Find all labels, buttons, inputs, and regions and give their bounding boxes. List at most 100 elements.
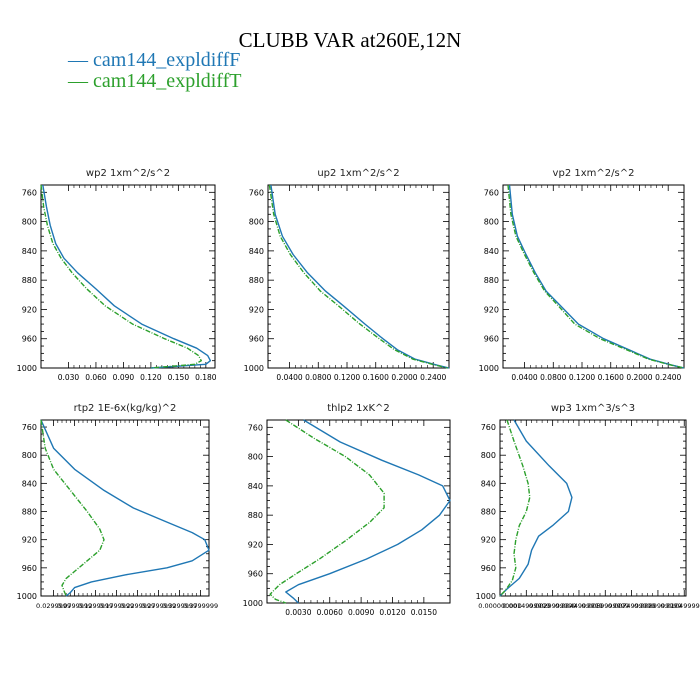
y-tick-label: 760 xyxy=(484,188,499,197)
panel-title: thlp2 1xK^2 xyxy=(327,403,390,414)
y-tick-label: 880 xyxy=(248,511,263,520)
y-tick-label: 960 xyxy=(481,564,496,573)
y-tick-label: 760 xyxy=(249,188,264,197)
y-tick-label: 800 xyxy=(22,218,37,227)
series-line-expldiffF xyxy=(285,419,451,604)
y-tick-label: 880 xyxy=(484,276,499,285)
x-tick-label: 0.2799999 xyxy=(141,602,176,610)
x-tick-label: 0.0044999999 xyxy=(555,602,603,610)
panel-6: wp3 1xm^3/s^3 760 800 840 880 920 960 10000.000… xyxy=(476,403,700,610)
y-tick-label: 880 xyxy=(22,276,37,285)
y-tick-label: 800 xyxy=(481,451,496,460)
series-line-expldiffF xyxy=(42,184,212,369)
series-line-expldiffF xyxy=(508,184,685,369)
y-tick-label: 760 xyxy=(248,423,263,432)
x-tick-label: 0.0074999999 xyxy=(608,602,656,610)
x-tick-label: 0.030 xyxy=(58,373,80,382)
series-line-expldiffF xyxy=(499,419,573,597)
x-tick-label: 0.3799999 xyxy=(183,602,218,610)
y-tick-label: 880 xyxy=(249,276,264,285)
panel-frame xyxy=(40,419,210,597)
x-tick-label: 0.1600 xyxy=(598,373,624,382)
panel-frame xyxy=(267,184,450,369)
y-tick-label: 960 xyxy=(248,570,263,579)
x-tick-label: 0.0030 xyxy=(285,608,311,617)
series-line-expldiffT xyxy=(40,419,105,597)
panel-2: up2 1xm^2/s^2 760 800 840 880 920 960 1000 0.040… xyxy=(244,168,450,382)
x-tick-label: 0.2000 xyxy=(391,373,417,382)
series-line-expldiffT xyxy=(507,184,685,369)
panel-4: rtp2 1E-6x(kg/kg)^2 760 800 840 880 920 960 100… xyxy=(17,403,219,610)
legend: — cam144_expldiffF — cam144_expldiffT xyxy=(68,50,241,92)
y-tick-label: 960 xyxy=(249,335,264,344)
y-tick-label: 840 xyxy=(248,482,263,491)
series-line-expldiffT xyxy=(499,419,531,597)
x-tick-label: 0.0800 xyxy=(540,373,566,382)
x-tick-label: 0.180 xyxy=(195,373,217,382)
y-tick-label: 840 xyxy=(22,479,37,488)
y-tick-label: 960 xyxy=(22,564,37,573)
x-tick-label: 0.0060 xyxy=(317,608,343,617)
x-tick-label: 0.3299999 xyxy=(162,602,197,610)
x-tick-label: 0.120 xyxy=(140,373,162,382)
x-tick-label: 0.0120 xyxy=(379,608,405,617)
y-tick-label: 920 xyxy=(22,536,37,545)
x-tick-label: 0.1200 xyxy=(334,373,360,382)
x-tick-label: 0.2400 xyxy=(655,373,681,382)
panel-frame xyxy=(266,419,451,604)
y-tick-label: 960 xyxy=(22,335,37,344)
x-tick-label: 0.2299999 xyxy=(120,602,155,610)
x-tick-label: 0.0800 xyxy=(305,373,331,382)
y-tick-label: 920 xyxy=(22,305,37,314)
y-tick-label: 760 xyxy=(22,188,37,197)
y-tick-label: 760 xyxy=(481,423,496,432)
legend-entry-expldiffF: — cam144_expldiffF xyxy=(68,49,241,71)
y-tick-label: 1000 xyxy=(17,364,37,373)
y-tick-label: 840 xyxy=(22,247,37,256)
panel-frame xyxy=(40,184,216,369)
x-tick-label: 0.0799999 xyxy=(57,602,92,610)
panel-title: wp3 1xm^3/s^3 xyxy=(551,403,635,414)
panel-title: wp2 1xm^2/s^2 xyxy=(86,168,170,179)
y-tick-label: 960 xyxy=(484,335,499,344)
figure-title: CLUBB VAR at260E,12N xyxy=(238,28,462,52)
y-tick-label: 800 xyxy=(249,218,264,227)
panel-title: up2 1xm^2/s^2 xyxy=(317,168,399,179)
x-tick-label: 0.0299999 xyxy=(36,602,71,610)
x-tick-label: 0.2000 xyxy=(626,373,652,382)
y-tick-label: 840 xyxy=(249,247,264,256)
series-line-expldiffF xyxy=(270,184,450,369)
x-tick-label: 0.0150 xyxy=(411,608,437,617)
y-tick-label: 1000 xyxy=(476,592,496,601)
series-line-expldiffF xyxy=(40,419,210,597)
x-tick-label: 0.150 xyxy=(168,373,190,382)
x-tick-label: 0.0089999999 xyxy=(634,602,682,610)
panel-title: rtp2 1E-6x(kg/kg)^2 xyxy=(74,403,177,414)
x-tick-label: 0.0059999999 xyxy=(582,602,630,610)
x-tick-label: 0.1600 xyxy=(363,373,389,382)
x-tick-label: 0.0400 xyxy=(511,373,537,382)
panel-5: thlp2 1xK^2 760 800 840 880 920 960 1000 0.0030 0… xyxy=(243,403,451,617)
x-tick-label: 0.2400 xyxy=(420,373,446,382)
y-tick-label: 800 xyxy=(248,453,263,462)
y-tick-label: 800 xyxy=(484,218,499,227)
y-tick-label: 760 xyxy=(22,423,37,432)
panel-frame xyxy=(502,184,685,369)
series-line-expldiffT xyxy=(268,184,448,369)
y-tick-label: 840 xyxy=(481,479,496,488)
y-tick-label: 920 xyxy=(248,540,263,549)
series-line-expldiffT xyxy=(269,419,385,604)
x-tick-label: 0.0400 xyxy=(276,373,302,382)
y-tick-label: 1000 xyxy=(479,364,499,373)
x-tick-label: 0.060 xyxy=(85,373,107,382)
x-tick-label: 0.1799999 xyxy=(99,602,134,610)
x-tick-label: 0.0104999994 xyxy=(660,602,700,610)
panel-frame xyxy=(499,419,687,597)
y-tick-label: 920 xyxy=(484,305,499,314)
series-line-expldiffT xyxy=(40,184,203,369)
x-tick-label: 0.1200 xyxy=(569,373,595,382)
panel-3: vp2 1xm^2/s^2 760 800 840 880 920 960 1000 0.040… xyxy=(479,168,685,382)
y-tick-label: 1000 xyxy=(243,599,263,608)
